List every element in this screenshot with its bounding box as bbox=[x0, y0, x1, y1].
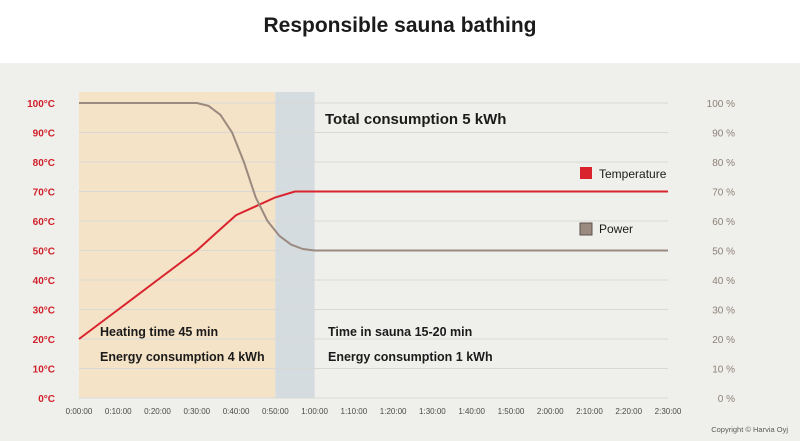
series-line-temperature bbox=[78, 190, 668, 340]
x-tick-label: 0:00:00 bbox=[66, 407, 93, 416]
x-tick-label: 2:10:00 bbox=[576, 407, 603, 416]
y-left-tick-label: 50°C bbox=[33, 247, 55, 258]
x-tick-label: 0:50:00 bbox=[262, 407, 289, 416]
y-left-tick-label: 100°C bbox=[27, 99, 55, 110]
series-line-power bbox=[79, 102, 668, 252]
legend-label-temperature: Temperature bbox=[599, 167, 667, 181]
x-tick-label: 0:10:00 bbox=[105, 407, 132, 416]
y-right-tick-label: 30 % bbox=[712, 306, 735, 317]
x-tick-label: 0:20:00 bbox=[144, 407, 171, 416]
y-right-tick-label: 60 % bbox=[712, 217, 735, 228]
annotation-sauna-time: Time in sauna 15-20 min bbox=[328, 325, 472, 339]
y-right-tick-label: 40 % bbox=[712, 276, 735, 287]
x-tick-label: 1:00:00 bbox=[301, 407, 328, 416]
x-tick-label: 1:10:00 bbox=[341, 407, 368, 416]
y-right-tick-label: 20 % bbox=[712, 335, 735, 346]
y-left-ticks: 0°C 10°C 20°C 30°C 40°C 50°C 60°C 70°C 80°C 90°C 1… bbox=[27, 99, 55, 405]
y-right-tick-label: 80 % bbox=[712, 158, 735, 169]
y-right-tick-label: 10 % bbox=[712, 365, 735, 376]
annotation-sauna-energy: Energy consumption 1 kWh bbox=[328, 350, 493, 364]
y-left-tick-label: 30°C bbox=[33, 306, 55, 317]
legend-label-power: Power bbox=[599, 222, 633, 236]
x-tick-label: 2:00:00 bbox=[537, 407, 564, 416]
y-right-tick-label: 70 % bbox=[712, 188, 735, 199]
copyright: Copyright © Harvia Oyj bbox=[711, 425, 788, 434]
x-tick-label: 0:30:00 bbox=[183, 407, 210, 416]
region-transition bbox=[275, 92, 315, 398]
y-right-tick-label: 50 % bbox=[712, 247, 735, 258]
x-tick-label: 2:20:00 bbox=[615, 407, 642, 416]
region-heating bbox=[79, 92, 276, 398]
y-right-tick-label: 0 % bbox=[718, 394, 735, 405]
legend: Temperature Power bbox=[579, 167, 667, 236]
x-tick-label: 1:30:00 bbox=[419, 407, 446, 416]
x-tick-label: 1:40:00 bbox=[458, 407, 485, 416]
y-right-tick-label: 100 % bbox=[707, 99, 735, 110]
y-left-tick-label: 40°C bbox=[33, 276, 55, 287]
x-tick-label: 1:50:00 bbox=[498, 407, 525, 416]
y-left-tick-label: 90°C bbox=[33, 129, 55, 140]
x-ticks: 0:00:00 0:10:00 0:20:00 0:30:00 0:40:00 0:50:… bbox=[66, 407, 682, 416]
y-left-tick-label: 10°C bbox=[33, 365, 55, 376]
x-tick-label: 1:20:00 bbox=[380, 407, 407, 416]
series-layer bbox=[78, 102, 668, 340]
legend-swatch-power bbox=[579, 222, 593, 236]
annotation-heating-energy: Energy consumption 4 kWh bbox=[100, 350, 265, 364]
y-left-tick-label: 60°C bbox=[33, 217, 55, 228]
y-left-tick-label: 80°C bbox=[33, 158, 55, 169]
x-tick-label: 0:40:00 bbox=[223, 407, 250, 416]
annotation-total: Total consumption 5 kWh bbox=[325, 111, 506, 128]
annotation-heating-time: Heating time 45 min bbox=[100, 325, 218, 339]
y-left-tick-label: 70°C bbox=[33, 188, 55, 199]
chart-title: Responsible sauna bathing bbox=[263, 14, 537, 37]
y-right-ticks: 0 % 10 % 20 % 30 % 40 % 50 % 60 % 70 % 80 % 90 % 1… bbox=[707, 99, 735, 405]
legend-swatch-temperature bbox=[580, 167, 592, 179]
y-right-tick-label: 90 % bbox=[712, 129, 735, 140]
x-tick-label: 2:30:00 bbox=[655, 407, 682, 416]
y-left-tick-label: 20°C bbox=[33, 335, 55, 346]
region-layer bbox=[79, 92, 315, 398]
y-left-tick-label: 0°C bbox=[38, 394, 55, 405]
